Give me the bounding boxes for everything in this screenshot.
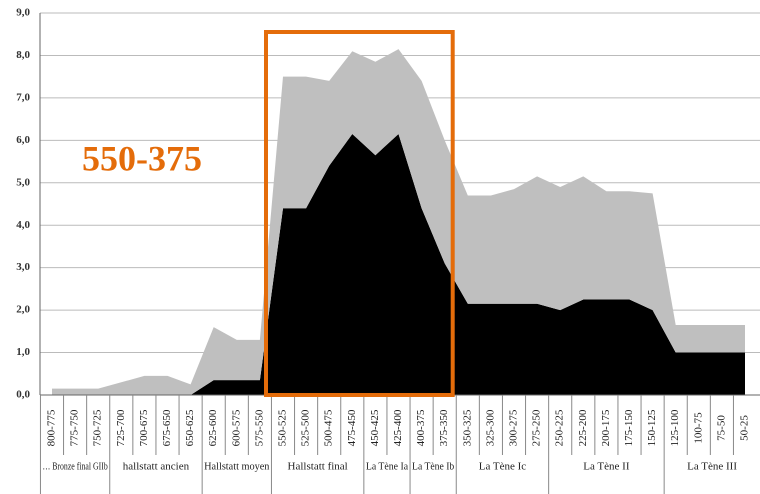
- x-tick-label: 275-250: [531, 409, 543, 446]
- x-tick-label: 800-775: [46, 409, 58, 446]
- x-tick-label: 425-400: [392, 409, 404, 446]
- group-label: La Tène II: [583, 461, 630, 473]
- y-tick-label: 2,0: [16, 304, 30, 316]
- x-tick-label: 775-750: [69, 409, 81, 446]
- x-tick-label: 675-650: [161, 409, 173, 446]
- x-tick-label: 75-50: [715, 415, 727, 441]
- group-label: La Tène III: [687, 461, 737, 473]
- x-tick-label: 550-525: [277, 409, 289, 446]
- y-tick-label: 0,0: [16, 389, 30, 401]
- x-tick-label: 375-350: [438, 409, 450, 446]
- y-tick-label: 4,0: [16, 219, 30, 231]
- highlight-box: [264, 30, 455, 397]
- group-label: La Tène Ia: [366, 461, 408, 473]
- y-tick-label: 1,0: [16, 346, 30, 358]
- x-tick-label: 175-150: [623, 409, 635, 446]
- y-tick-label: 6,0: [16, 134, 30, 146]
- y-tick-label: 5,0: [16, 176, 30, 188]
- x-tick-label: 400-375: [415, 409, 427, 446]
- group-label: Hallstatt final: [288, 461, 348, 473]
- y-tick-label: 9,0: [16, 7, 30, 19]
- x-tick-label: 325-300: [484, 409, 496, 446]
- y-tick-label: 8,0: [16, 49, 30, 61]
- x-tick-label: 750-725: [92, 409, 104, 446]
- x-tick-label: 725-700: [115, 409, 127, 446]
- x-tick-label: 475-450: [346, 409, 358, 446]
- x-tick-label: 500-475: [323, 409, 335, 446]
- x-tick-label: 50-25: [739, 415, 751, 441]
- area: [52, 133, 745, 395]
- x-tick-label: 600-575: [230, 409, 242, 446]
- x-tick-label: 525-500: [300, 409, 312, 446]
- group-label: Hallstatt moyen: [204, 461, 270, 473]
- group-label: La Tène Ib: [412, 461, 455, 473]
- group-label: La Tène Ic: [479, 461, 527, 473]
- annotation: 550-375: [82, 138, 202, 178]
- x-tick-label: 125-100: [669, 409, 681, 446]
- x-tick-label: 350-325: [461, 409, 473, 446]
- x-tick-label: 625-600: [207, 409, 219, 446]
- x-tick-label: 200-175: [600, 409, 612, 446]
- x-tick-label: 650-625: [184, 409, 196, 446]
- area: [52, 49, 745, 395]
- x-tick-label: 250-225: [554, 409, 566, 446]
- group-label: … Bronze final GIIb: [42, 461, 108, 473]
- group-label: hallstatt ancien: [123, 461, 190, 473]
- x-tick-label: 150-125: [646, 409, 658, 446]
- x-tick-label: 700-675: [138, 409, 150, 446]
- x-tick-label: 450-425: [369, 409, 381, 446]
- x-tick-label: 300-275: [508, 409, 520, 446]
- x-tick-label: 100-75: [692, 412, 704, 444]
- y-tick-label: 3,0: [16, 261, 30, 273]
- y-tick-label: 7,0: [16, 91, 30, 103]
- x-tick-label: 575-550: [253, 409, 265, 446]
- x-tick-label: 225-200: [577, 409, 589, 446]
